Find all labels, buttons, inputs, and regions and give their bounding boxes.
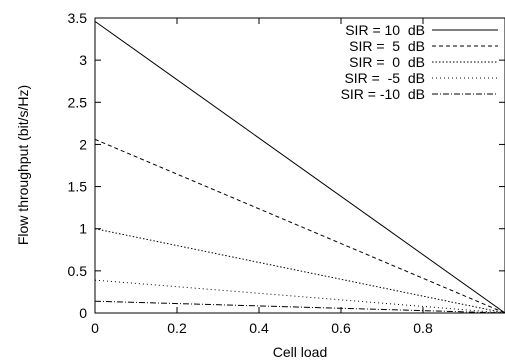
x-tick-label: 0 (91, 320, 99, 336)
y-tick-label: 1.5 (68, 179, 88, 195)
y-tick-label: 2.5 (68, 94, 88, 110)
x-axis-title: Cell load (273, 344, 327, 360)
y-tick-label: 3 (79, 52, 87, 68)
plot-frame-group (94, 17, 505, 314)
y-tick-label: 3.5 (68, 10, 88, 26)
series-line-4 (94, 279, 505, 314)
series-line-5 (94, 300, 505, 314)
x-tick-label: 0.8 (413, 320, 433, 336)
series-line-2 (94, 138, 505, 314)
legend-label-5: SIR = -10 dB (341, 86, 425, 102)
y-tick-label: 1 (79, 221, 87, 237)
legend-label-3: SIR = 0 dB (349, 54, 425, 70)
series-line-1 (94, 20, 505, 314)
x-axis: 0 0.2 0.4 0.6 0.8 (91, 18, 433, 336)
series-lines (94, 20, 505, 314)
x-tick-label: 0.2 (167, 320, 187, 336)
y-axis: 0 0.5 1 1.5 2 2.5 3 3.5 (68, 10, 505, 321)
x-tick-label: 0.4 (249, 320, 269, 336)
series-line-3 (94, 228, 505, 314)
y-tick-label: 2 (79, 136, 87, 152)
y-tick-label: 0 (79, 305, 87, 321)
y-tick-label: 0.5 (68, 263, 88, 279)
plot-frame (94, 17, 505, 314)
legend-label-1: SIR = 10 dB (345, 22, 425, 38)
x-tick-label: 0.6 (331, 320, 351, 336)
legend-label-4: SIR = -5 dB (344, 70, 425, 86)
y-axis-title: Flow throughput (bit/s/Hz) (15, 85, 31, 245)
legend-label-2: SIR = 5 dB (349, 38, 425, 54)
